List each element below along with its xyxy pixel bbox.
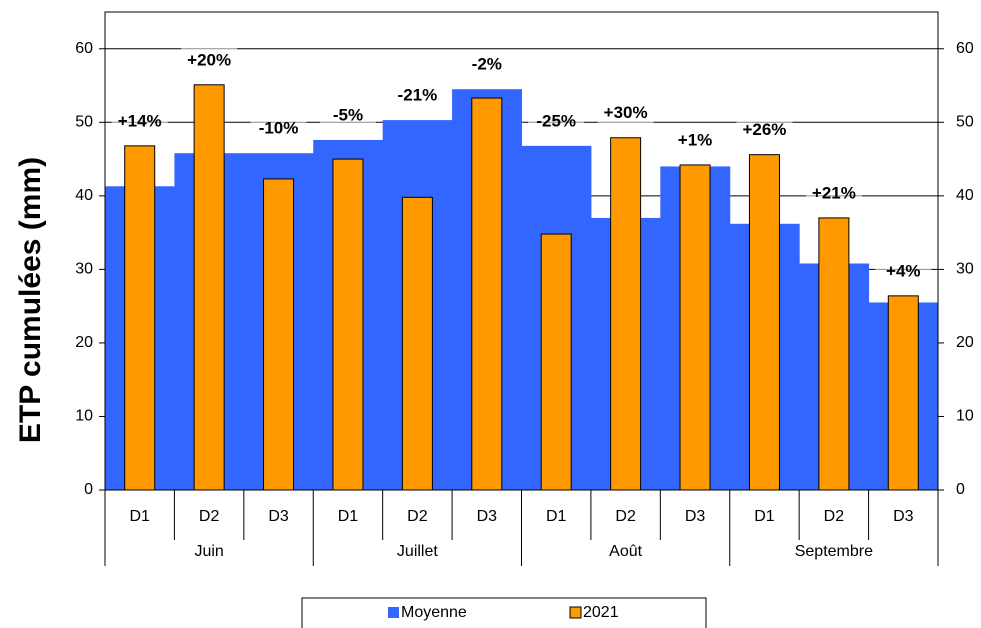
annotation-box [597,100,654,127]
annotation-box [875,258,932,285]
y-tick-label: 10 [75,408,93,425]
x-tick-label: D3 [893,508,914,525]
x-tick-label: D2 [407,508,428,525]
bar [263,178,295,491]
bar [332,158,364,491]
y2-tick-label: 50 [956,114,974,131]
annotation-box [389,83,446,110]
group-label: Août [609,543,642,560]
y-tick-label: 30 [75,261,93,278]
annotation-box [111,108,168,135]
bar [124,145,156,491]
y-tick-label: 0 [84,481,93,498]
x-tick-label: D3 [685,508,706,525]
y-tick-label: 60 [75,40,93,57]
y2-tick-label: 60 [956,40,974,57]
annotation: +20% [187,50,231,69]
y2-tick-label: 30 [956,261,974,278]
x-tick-label: D2 [824,508,845,525]
annotation-box [250,116,307,143]
bar [818,217,850,491]
annotation-box [528,108,585,135]
annotation: -5% [333,105,363,124]
y2-tick-label: 20 [956,334,974,351]
annotation-box [736,117,793,144]
x-tick-label: D2 [615,508,636,525]
annotation: +1% [678,130,713,149]
x-tick-label: D1 [129,508,150,525]
x-tick-label: D3 [477,508,498,525]
bar [679,164,711,491]
group-label: Juin [194,543,223,560]
annotation-box [805,180,862,207]
y2-tick-label: 40 [956,187,974,204]
bar [748,154,780,491]
x-tick-label: D1 [754,508,775,525]
x-tick-label: D1 [546,508,567,525]
y-axis-title: ETP cumulées (mm) [14,157,47,443]
x-tick-label: D3 [268,508,289,525]
annotation: +21% [812,183,856,202]
annotation: -21% [398,86,438,105]
annotation-box [181,47,238,74]
annotation: +30% [604,103,648,122]
x-tick-label: D1 [338,508,359,525]
annotation: +14% [118,111,162,130]
annotation: +26% [742,120,786,139]
group-label: Septembre [795,543,873,560]
group-label: Juillet [397,543,438,560]
y-tick-label: 40 [75,187,93,204]
legend-swatch [569,606,582,619]
annotation: -25% [536,111,576,130]
y-tick-label: 50 [75,114,93,131]
y2-tick-label: 10 [956,408,974,425]
bar [540,233,572,491]
y2-tick-label: 0 [956,481,965,498]
bar [887,295,919,491]
x-tick-label: D2 [199,508,220,525]
annotation-box [458,52,515,79]
annotation: -10% [259,119,299,138]
annotation: -2% [472,55,502,74]
annotation-box [667,127,724,154]
legend-label: Moyenne [401,604,467,621]
legend-label: 2021 [583,604,619,621]
annotation: +4% [886,261,921,280]
bar [471,97,503,491]
legend-swatch [388,607,399,618]
bar [610,137,642,491]
annotation-box [319,102,376,129]
bar [401,196,433,491]
y-tick-label: 20 [75,334,93,351]
legend [301,597,707,628]
bar [193,84,225,491]
